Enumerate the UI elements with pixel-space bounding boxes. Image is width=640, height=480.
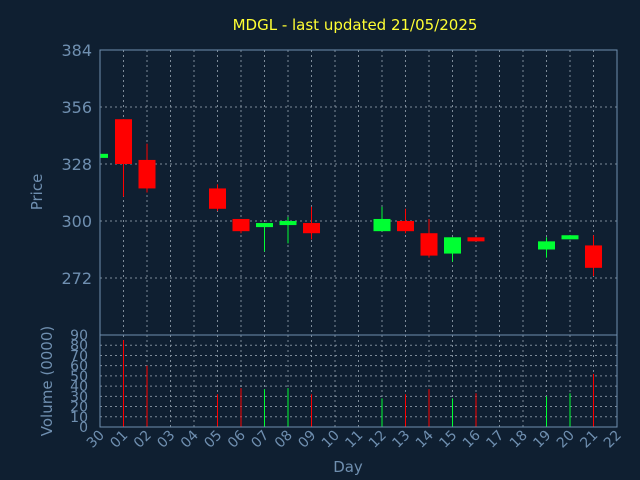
x-axis-label: Day <box>333 458 363 476</box>
candle-body <box>538 241 555 250</box>
candles <box>99 119 602 276</box>
volume-tick-label: 0 <box>79 420 88 436</box>
volume-tick-label: 60 <box>70 359 88 375</box>
candle-body <box>467 237 485 242</box>
volume-tick-label: 10 <box>70 410 88 426</box>
price-tick-label: 356 <box>61 98 92 117</box>
candle-body <box>397 221 414 232</box>
volume-tick-label: 70 <box>70 348 88 364</box>
price-axis-label: Price <box>28 174 46 211</box>
volume-axis-label: Volume (0000) <box>38 326 56 436</box>
price-tick-label: 272 <box>61 269 92 288</box>
volume-tick-label: 50 <box>70 369 88 385</box>
candle-body <box>585 245 602 268</box>
chart-title: MDGL - last updated 21/05/2025 <box>233 16 478 34</box>
candle-body <box>373 218 391 232</box>
volume-tick-label: 80 <box>70 338 88 354</box>
candle-body <box>256 223 273 228</box>
candle-body <box>444 237 461 254</box>
price-tick-label: 300 <box>61 212 92 231</box>
volume-tick-label: 30 <box>70 389 88 405</box>
volume-bars <box>123 340 594 427</box>
candle-body <box>209 188 226 209</box>
candle-body <box>138 159 156 189</box>
candle-body <box>303 223 320 234</box>
candle-body <box>420 233 438 256</box>
volume-tick-label: 20 <box>70 400 88 416</box>
candle-body <box>561 235 579 240</box>
candle-body <box>279 221 297 226</box>
volume-panel-border <box>99 334 618 428</box>
price-tick-label: 384 <box>61 41 92 60</box>
volume-tick-label: 40 <box>70 379 88 395</box>
candle-body <box>232 218 250 232</box>
candle-body <box>100 153 108 158</box>
price-tick-label: 328 <box>61 155 92 174</box>
volume-tick-label: 90 <box>70 328 88 344</box>
candle-body <box>115 119 132 164</box>
